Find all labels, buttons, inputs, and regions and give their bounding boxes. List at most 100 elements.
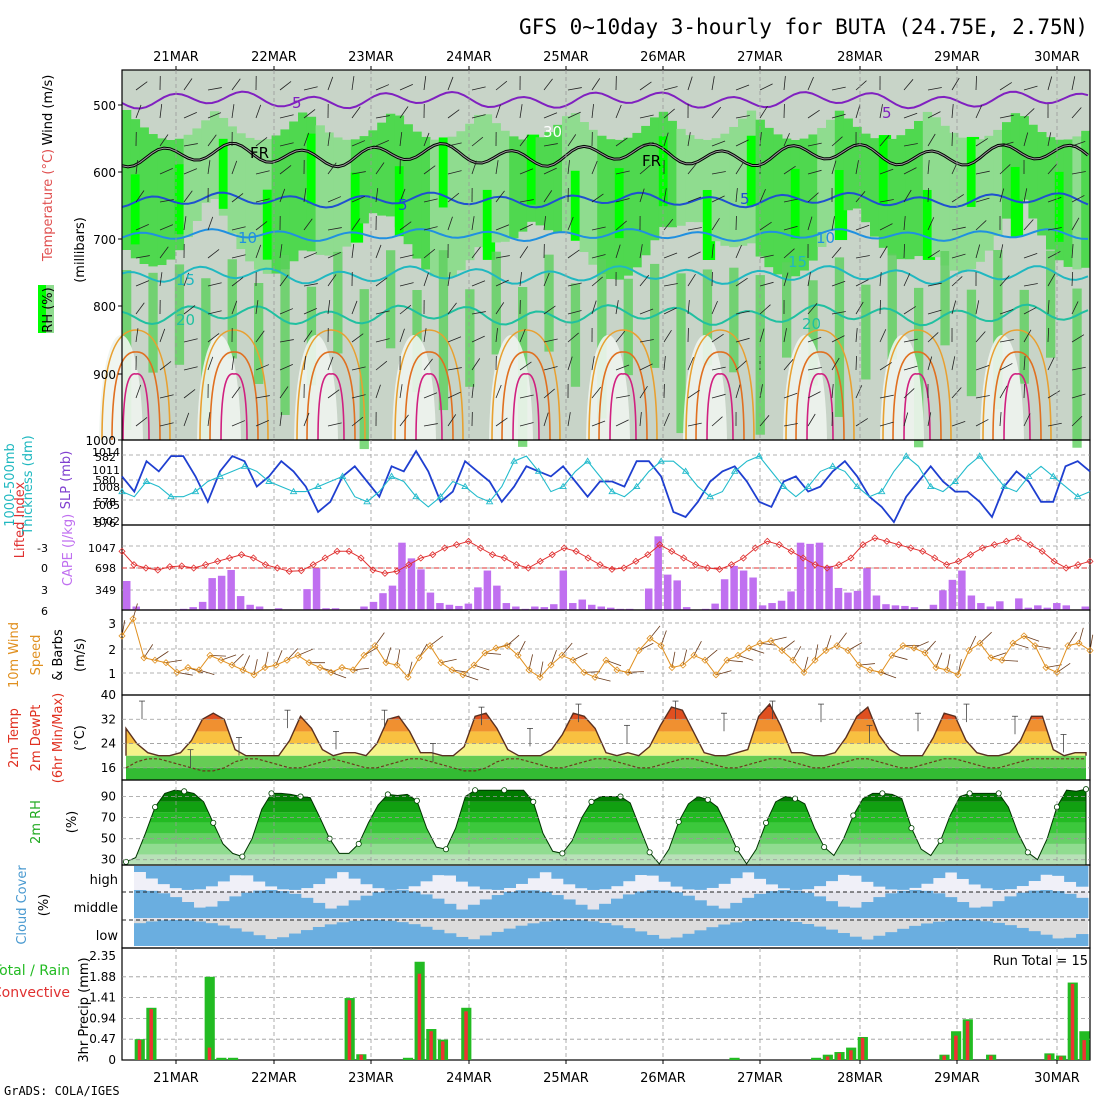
wind-speed-marker [393, 661, 401, 669]
wind-barb [399, 254, 414, 259]
wind-barb [567, 160, 570, 175]
wind-barb [615, 419, 629, 427]
wind-barb [1023, 356, 1026, 371]
cloud-middle-bar [563, 899, 576, 918]
wind-barb [879, 104, 883, 119]
wind-barb [687, 132, 691, 147]
cloud-high-bar [849, 866, 862, 876]
wind-barb [807, 272, 811, 287]
wind-barb [855, 355, 857, 371]
cape-bar [787, 591, 795, 610]
rh-marker [821, 844, 828, 851]
cloud-middle-bar [1052, 891, 1065, 918]
wind-barb [759, 281, 774, 287]
wind-barb [711, 366, 726, 371]
wind-barb [759, 304, 771, 315]
wind-speed-marker [855, 661, 863, 669]
lifted-index-marker [727, 561, 736, 569]
rh-fill-group [126, 789, 1086, 865]
cloud-high-bar [1076, 866, 1089, 887]
cloud-high-bar [587, 866, 600, 890]
pressure-tick-label: 900 [93, 368, 116, 382]
wind-speed-marker [888, 651, 896, 659]
wind-barb [303, 252, 318, 259]
cape-bar [1015, 598, 1023, 610]
date-label-top: 27MAR [737, 50, 783, 65]
date-label-bottom: 25MAR [543, 1071, 589, 1086]
wind-barb [711, 300, 718, 315]
thickness-marker [559, 482, 567, 490]
wind-barb [303, 109, 316, 119]
cloud-middle-bar [694, 900, 707, 918]
rh-fill-cell [201, 120, 211, 203]
cloud-low-bar [432, 929, 445, 946]
thickness-label: 1000-500mb [3, 443, 18, 527]
cloud-low-bar [670, 937, 683, 946]
wind-barb [399, 282, 414, 287]
lifted-index-marker [536, 557, 544, 565]
wind-tick-label: 1 [108, 667, 116, 681]
wind-barb [279, 308, 294, 315]
wind-speed-marker [261, 663, 269, 672]
precip-total-label: Total / Rain [0, 963, 70, 979]
cloud-low-bar [1016, 927, 1029, 946]
cloud-low-bar [777, 920, 791, 946]
cape-bar [588, 604, 596, 610]
wind-barb [423, 328, 427, 343]
lifted-index-marker [1086, 557, 1094, 565]
thickness-marker [216, 472, 224, 479]
rh-band [126, 822, 1086, 834]
wind-barb [495, 328, 498, 343]
wind-barb [135, 223, 149, 231]
cloud-middle-bar [1016, 892, 1029, 918]
rh-marker [239, 853, 246, 860]
rh-marker [472, 787, 479, 794]
wind-barb [1071, 195, 1085, 203]
wind-barb [735, 360, 747, 371]
rh-fill-cell [456, 131, 466, 271]
cloud-middle-bar [467, 904, 481, 918]
wind-barb [495, 160, 499, 175]
wind-barb [399, 384, 403, 399]
instability-contour [706, 373, 734, 441]
thickness-marker [755, 452, 763, 459]
lifted-index-marker [883, 537, 891, 545]
wind-barb-10m [1056, 663, 1071, 673]
lifted-index-marker [130, 561, 138, 569]
cloud-low-bar [682, 933, 695, 946]
wind-speed-marker [932, 663, 940, 672]
wind-barb [1023, 329, 1032, 343]
cape-bar [796, 542, 805, 610]
wind-barb-10m [154, 651, 169, 661]
wind-barb [231, 356, 235, 371]
wind-barb [639, 114, 654, 119]
cloud-low-bar [706, 927, 719, 946]
wind-barb [399, 83, 413, 91]
lifted-index-marker [1002, 537, 1010, 545]
cape-bar [398, 542, 406, 610]
wind-barb [735, 337, 750, 343]
wind-speed-marker [712, 671, 720, 679]
wind-barb [375, 188, 379, 203]
cape-bar [360, 606, 368, 610]
wind-barb [1071, 393, 1086, 399]
lifted-index-marker [166, 563, 174, 571]
wind-barb [423, 392, 438, 399]
cloud-low-bar [503, 928, 516, 946]
wind-barb [951, 131, 953, 147]
wind-barb-10m [418, 643, 428, 659]
cape-bar [578, 599, 587, 610]
wind-barb [783, 359, 794, 371]
cloud-high-bar [801, 866, 815, 890]
cape-bar [673, 580, 681, 610]
rh2m-label: 2m RH [29, 800, 44, 844]
wind-barb [1023, 413, 1031, 427]
wind-barb [399, 304, 412, 315]
wind-barb [519, 223, 533, 231]
cloud-middle-bar [646, 890, 660, 918]
wind-barb [687, 422, 702, 427]
wind-barb [375, 84, 390, 91]
wind-barb [327, 196, 342, 203]
temp-band [126, 719, 1086, 732]
